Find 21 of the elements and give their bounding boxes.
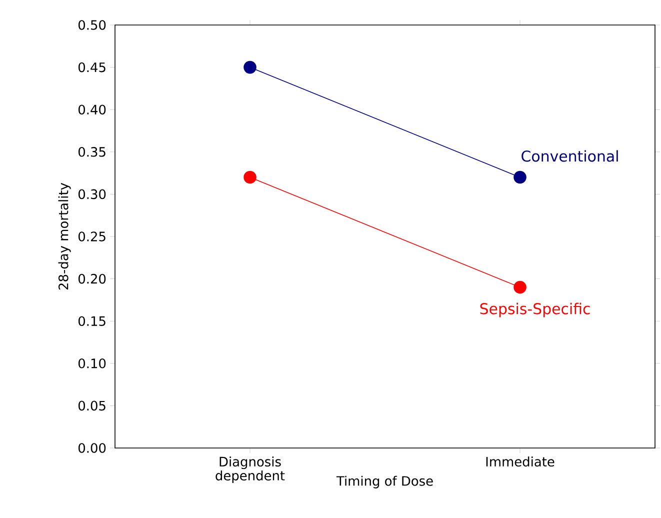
point	[514, 170, 526, 184]
x-tick-label: Diagnosis dependent	[216, 456, 285, 483]
series-label: Sepsis-Specific	[480, 302, 590, 318]
y-axis-title: 28-day mortality	[58, 182, 71, 290]
y-tick-label: 0.30	[78, 189, 106, 200]
y-tick-label: 0.20	[78, 274, 106, 284]
y-tick-label: 0.00	[78, 443, 106, 453]
x-axis-title: Timing of Dose	[336, 476, 433, 488]
x-tick-label: Immediate	[486, 456, 554, 467]
y-tick-label: 0.40	[78, 104, 106, 114]
series-label: Conventional	[522, 150, 618, 162]
y-tick-label: 0.10	[78, 358, 106, 368]
y-tick-label: 0.35	[78, 147, 106, 157]
y-tick-label: 0.15	[78, 316, 106, 326]
point	[244, 170, 256, 184]
y-tick-label: 0.50	[78, 20, 106, 30]
y-tick-label: 0.05	[78, 400, 106, 411]
point	[244, 60, 256, 74]
y-tick-label: 0.25	[78, 232, 106, 242]
y-tick-label: 0.45	[78, 62, 106, 72]
point	[514, 280, 526, 294]
